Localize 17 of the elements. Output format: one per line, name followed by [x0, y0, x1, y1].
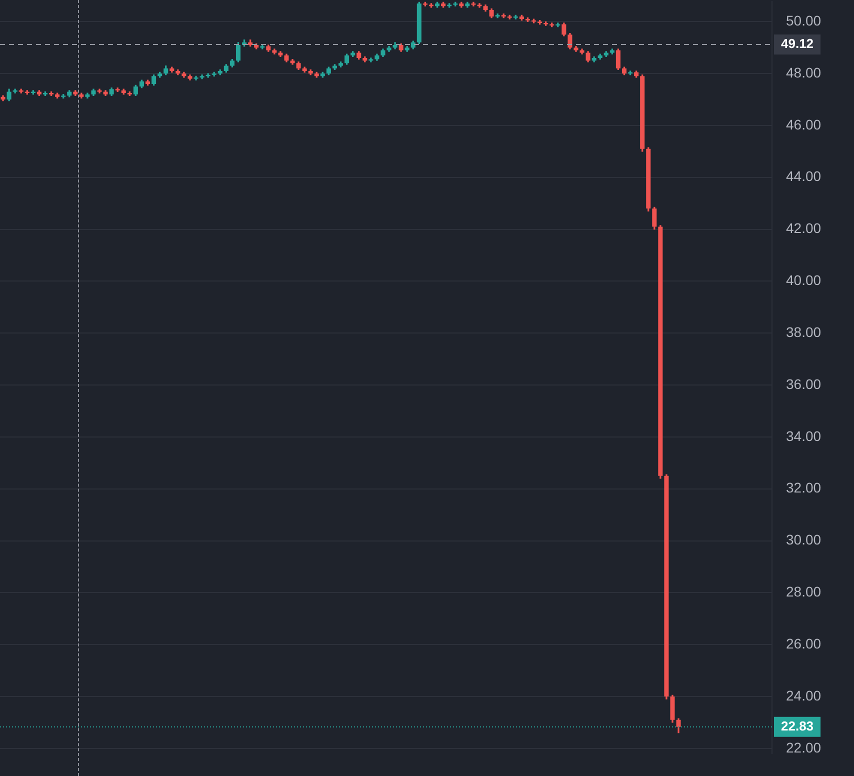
y-tick-label: 22.00: [786, 739, 822, 756]
y-tick-label: 32.00: [786, 480, 822, 496]
y-tick-label: 46.00: [786, 116, 822, 132]
y-tick-label: 30.00: [786, 532, 822, 548]
y-tick-label: 26.00: [786, 635, 822, 652]
y-tick-label: 34.00: [786, 428, 822, 444]
y-tick-label: 28.00: [786, 584, 822, 600]
y-tick-label: 36.00: [786, 376, 822, 392]
y-tick-label: 44.00: [786, 168, 822, 184]
y-tick-label: 40.00: [786, 272, 822, 288]
y-tick-label: 24.00: [786, 687, 822, 704]
y-tick-label: 48.00: [786, 64, 822, 80]
y-tick-label: 38.00: [786, 324, 822, 340]
y-tick-label: 42.00: [786, 220, 822, 236]
ref-line-label: 22.83: [780, 718, 814, 734]
y-tick-label: 50.00: [786, 12, 822, 29]
ref-line-label: 49.12: [780, 36, 814, 52]
